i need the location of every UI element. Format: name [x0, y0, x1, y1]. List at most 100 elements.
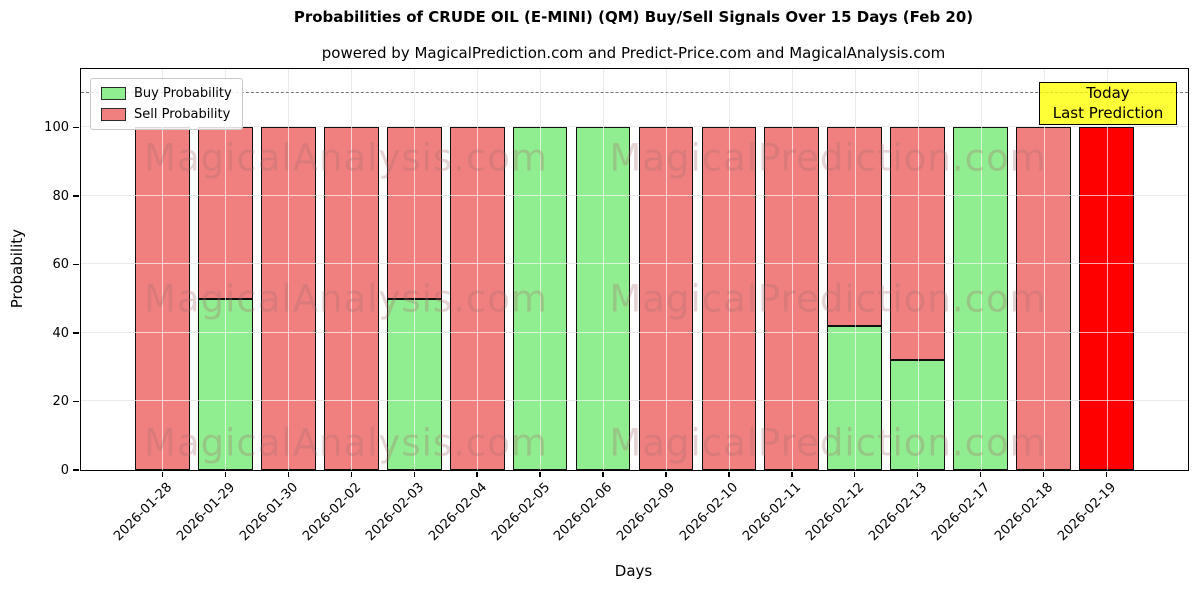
y-tick-label: 0: [60, 463, 69, 478]
legend-item-sell: Sell Probability: [101, 107, 232, 122]
gridline-vertical: [288, 69, 290, 470]
x-tick-label: 2026-02-04: [425, 480, 490, 545]
x-tick-mark: [917, 471, 919, 477]
bar-buy: [386, 298, 442, 470]
x-tick-label: 2026-01-29: [173, 480, 239, 545]
today-annotation: Today Last Prediction: [1039, 82, 1177, 125]
x-tick-mark: [854, 471, 856, 477]
x-tick-mark: [791, 471, 793, 477]
x-tick-mark: [1105, 471, 1108, 477]
bar-sell: [638, 127, 694, 470]
x-tick-label: 2026-02-18: [992, 480, 1057, 545]
gridline-vertical: [162, 69, 164, 470]
bar-buy: [198, 298, 253, 470]
y-tick-mark: [73, 400, 79, 403]
gridline-horizontal: [81, 331, 1188, 333]
x-tick-mark: [413, 471, 415, 477]
bar-sell: [764, 127, 820, 470]
dashed-threshold-line: [81, 92, 1188, 93]
gridline-vertical: [917, 69, 919, 470]
bar-sell: [323, 127, 379, 470]
bar-sell: [260, 127, 316, 470]
y-axis-label-text: Probability: [8, 228, 26, 309]
bar-buy: [953, 127, 1009, 470]
sell-swatch-icon: [101, 108, 126, 121]
gridline-horizontal: [81, 400, 1188, 402]
x-tick-label: 2026-01-30: [236, 480, 301, 545]
y-tick-label: 60: [52, 257, 69, 273]
x-tick-mark: [979, 471, 982, 477]
y-tick-mark: [73, 195, 79, 197]
gridline-vertical: [791, 69, 793, 470]
y-tick-mark: [73, 332, 79, 334]
bar-sell: [386, 127, 442, 299]
gridline-vertical: [854, 69, 856, 470]
gridline-vertical: [351, 69, 353, 470]
x-tick-mark: [287, 471, 290, 477]
y-tick-mark: [73, 263, 79, 266]
x-tick-mark: [476, 471, 478, 477]
annotation-line-today: Today: [1086, 84, 1130, 102]
gridline-vertical: [1043, 69, 1045, 470]
x-axis-label: Days: [614, 562, 653, 580]
gridline-vertical: [540, 69, 542, 470]
bar-today: [1079, 127, 1134, 470]
gridline-vertical: [980, 69, 982, 470]
bar-sell: [827, 127, 883, 327]
y-axis-label: Probability: [4, 68, 30, 469]
x-tick-mark: [350, 471, 352, 477]
x-tick-mark: [728, 471, 730, 477]
chart-subtitle: powered by MagicalPrediction.com and Pre…: [321, 44, 946, 62]
gridline-vertical: [414, 69, 416, 470]
buy-swatch-icon: [101, 87, 126, 100]
gridline-horizontal: [81, 194, 1188, 196]
gridline-vertical: [665, 69, 667, 470]
legend: Buy Probability Sell Probability: [90, 78, 243, 130]
x-tick-mark: [539, 471, 541, 477]
y-tick-label: 80: [52, 188, 69, 204]
bar-sell: [890, 127, 946, 361]
gridline-vertical: [225, 69, 227, 470]
bar-sell: [1016, 127, 1071, 470]
x-tick-label: 2026-02-11: [740, 480, 805, 545]
x-tick-label: 2026-02-09: [614, 480, 679, 545]
bar-buy: [827, 326, 883, 470]
bar-sell: [701, 127, 757, 470]
y-tick-mark: [73, 126, 79, 128]
y-tick-label: 100: [44, 120, 69, 136]
x-tick-label: 2026-02-06: [551, 480, 616, 545]
x-tick-label: 2026-02-02: [299, 480, 364, 545]
x-tick-mark: [1042, 471, 1045, 477]
bar-sell: [449, 127, 505, 470]
bar-buy: [575, 127, 631, 470]
legend-sell-label: Sell Probability: [134, 107, 231, 122]
x-tick-label: 2026-02-17: [929, 480, 994, 545]
gridline-vertical: [728, 69, 730, 470]
gridline-vertical: [477, 69, 479, 470]
y-tick-label: 40: [52, 325, 69, 341]
x-tick-label: 2026-02-05: [488, 480, 553, 545]
bar-buy: [890, 360, 946, 470]
chart-title: Probabilities of CRUDE OIL (E-MINI) (QM)…: [293, 8, 974, 26]
gridline-vertical: [1106, 69, 1108, 470]
plot-area: Buy Probability Sell Probability Today L…: [44, 68, 1189, 544]
y-tick-mark: [73, 469, 79, 471]
x-tick-mark: [665, 471, 667, 477]
x-tick-label: 2026-01-28: [111, 480, 176, 545]
legend-buy-label: Buy Probability: [134, 86, 232, 101]
x-tick-label: 2026-02-03: [362, 480, 427, 545]
x-tick-mark: [602, 471, 604, 477]
y-tick-label: 20: [52, 394, 69, 410]
gridline-vertical: [603, 69, 605, 470]
bar-sell: [198, 127, 253, 299]
x-tick-label: 2026-02-13: [866, 480, 931, 545]
gridline-horizontal: [81, 126, 1188, 128]
annotation-line-last-prediction: Last Prediction: [1052, 103, 1164, 122]
x-tick-label: 2026-02-12: [803, 480, 868, 545]
legend-item-buy: Buy Probability: [101, 86, 232, 101]
bar-buy: [512, 127, 568, 470]
gridline-horizontal: [81, 263, 1188, 265]
x-tick-mark: [224, 471, 227, 477]
x-tick-label: 2026-02-19: [1055, 480, 1120, 545]
